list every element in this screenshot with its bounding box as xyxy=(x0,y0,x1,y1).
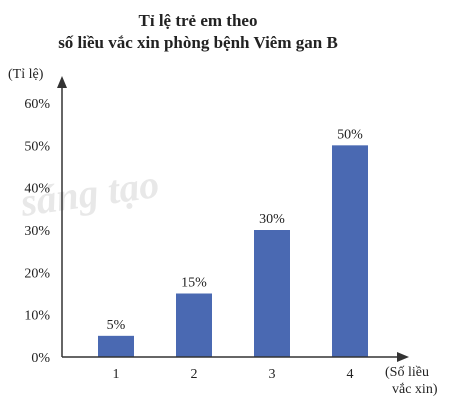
y-tick-label: 40% xyxy=(24,182,50,197)
x-axis-label-line-1: (Số liều xyxy=(385,365,429,380)
bar-value-label: 15% xyxy=(181,276,207,291)
x-tick-label: 1 xyxy=(113,367,120,382)
bar xyxy=(332,145,368,357)
x-tick-label: 2 xyxy=(191,367,198,382)
y-tick-label: 10% xyxy=(24,309,50,324)
x-tick-label: 3 xyxy=(269,367,276,382)
bar xyxy=(254,230,290,357)
y-tick-label: 50% xyxy=(24,139,50,154)
bars: 5% 15% 30% 50% xyxy=(98,127,368,357)
bar-value-label: 30% xyxy=(259,212,285,227)
y-axis-label: (Tỉ lệ) xyxy=(8,67,44,82)
bar xyxy=(176,293,212,357)
x-axis-ticks: 1 2 3 4 xyxy=(113,367,354,382)
bar-value-label: 50% xyxy=(337,127,363,142)
chart-title-line-1: Tỉ lệ trẻ em theo xyxy=(139,11,258,30)
y-tick-label: 30% xyxy=(24,224,50,239)
y-tick-label: 60% xyxy=(24,97,50,112)
bar-value-label: 5% xyxy=(107,318,126,333)
y-axis-arrow-icon xyxy=(57,76,67,88)
y-tick-label: 0% xyxy=(31,351,50,366)
chart-title-line-2: số liều vắc xin phòng bệnh Viêm gan B xyxy=(58,33,338,52)
y-axis-ticks: 0% 10% 20% 30% 40% 50% 60% xyxy=(24,97,50,366)
bar xyxy=(98,335,134,357)
x-axis-label-line-2: vắc xin) xyxy=(392,382,438,397)
x-axis-arrow-icon xyxy=(397,352,409,362)
x-tick-label: 4 xyxy=(347,367,354,382)
y-tick-label: 20% xyxy=(24,266,50,281)
